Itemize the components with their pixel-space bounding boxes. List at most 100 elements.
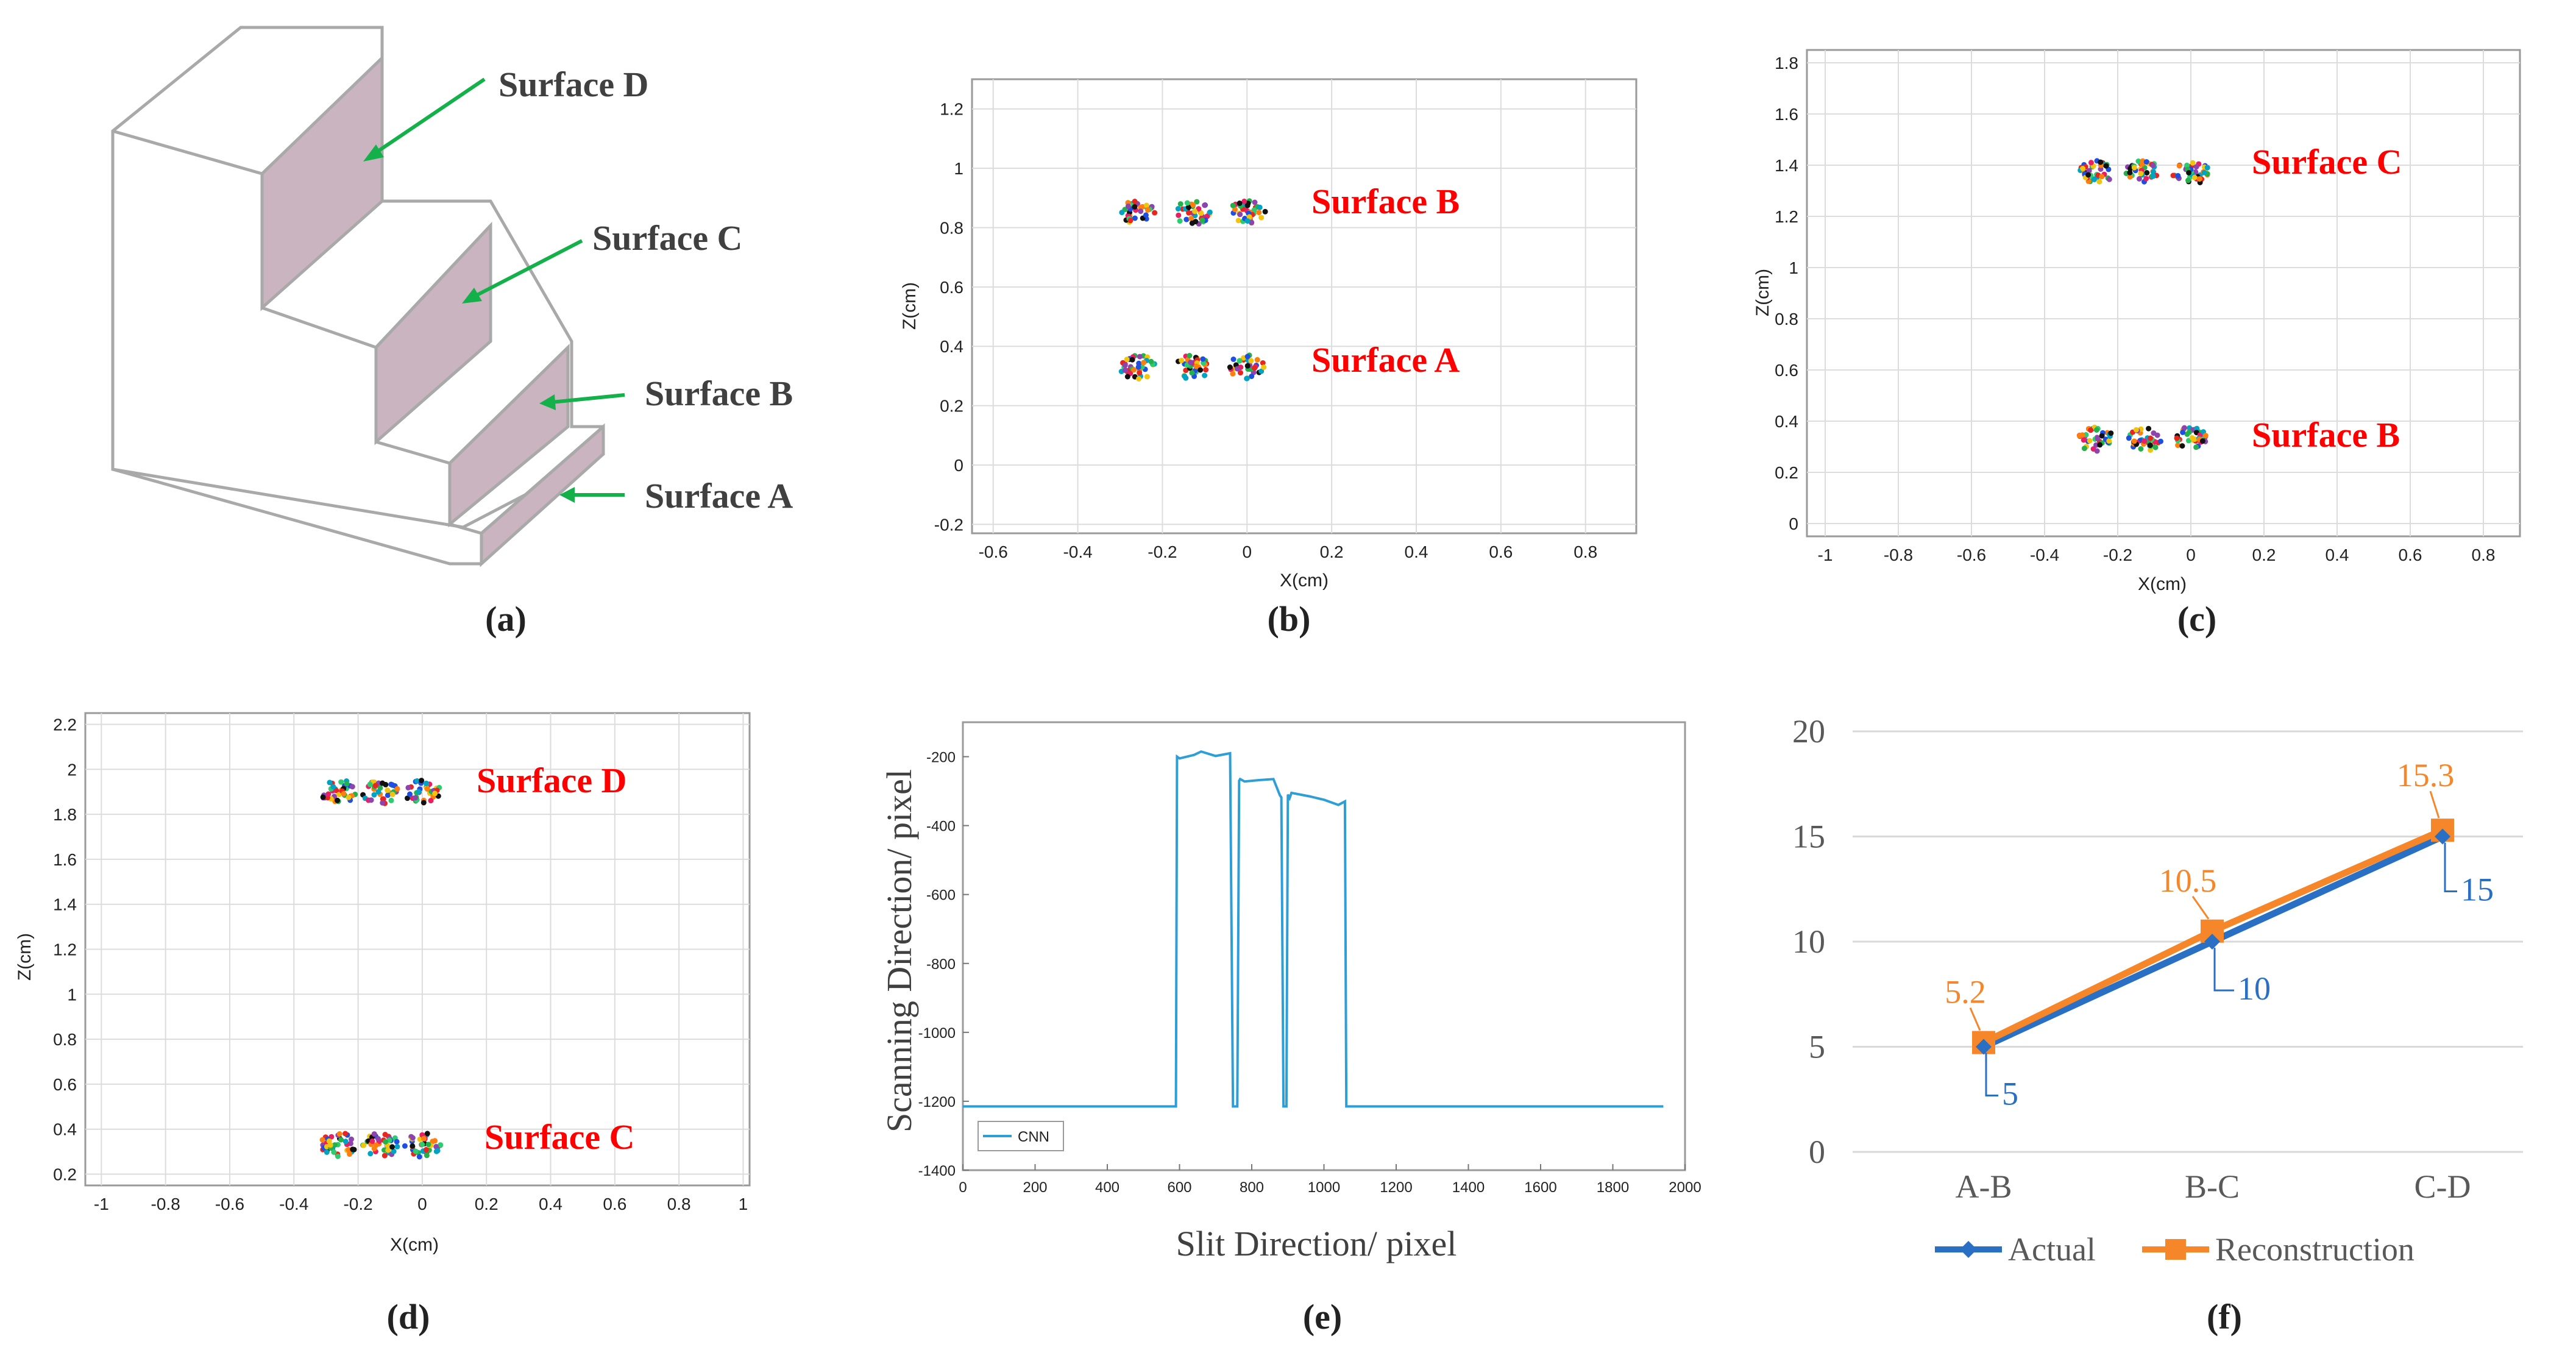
data-point — [367, 781, 373, 787]
y-tick-label: 1.2 — [940, 100, 963, 119]
data-point — [2186, 429, 2192, 435]
data-point — [2126, 435, 2132, 441]
surface-c-face — [374, 221, 492, 446]
x-tick-label: 800 — [1240, 1179, 1264, 1196]
data-point — [1188, 360, 1194, 366]
data-point — [2106, 176, 2112, 182]
data-point — [1237, 201, 1243, 206]
y-tick-label: 1.6 — [1775, 105, 1798, 124]
data-point — [2175, 442, 2181, 449]
x-tick-label: 400 — [1095, 1179, 1119, 1196]
data-point — [2096, 179, 2102, 185]
data-point — [2199, 438, 2205, 444]
x-tick-label: -0.8 — [151, 1195, 180, 1213]
panel-f-line: 0 5 10 15 20 A-B B-C C-D 5 10 15 5.2 10.5 15.3 Actua… — [1792, 713, 2523, 1337]
x-tick-label: 0.6 — [1489, 542, 1513, 561]
actual-data-label: 10 — [2238, 970, 2271, 1007]
data-point — [1244, 363, 1251, 369]
surface-a-face — [480, 423, 605, 567]
y-tick-label: 0.8 — [53, 1030, 77, 1049]
y-tick-label: 1 — [1789, 258, 1798, 277]
y-tick-label: 0.6 — [53, 1075, 77, 1094]
x-tick-label: 0 — [1242, 542, 1252, 561]
data-point — [2131, 438, 2137, 444]
x-tick-label: 0.4 — [2326, 545, 2349, 564]
data-point — [371, 1131, 377, 1137]
y-tick-label: 0.6 — [940, 278, 963, 297]
x-tick-label: -0.4 — [2030, 545, 2059, 564]
x-tick-label: 1600 — [1524, 1179, 1556, 1196]
data-point — [419, 1142, 425, 1148]
arrowhead-surface-c — [462, 288, 482, 304]
data-point — [1182, 373, 1188, 379]
legend-label-cnn: CNN — [1018, 1129, 1049, 1145]
data-point — [410, 1135, 416, 1141]
plot-area-b — [971, 78, 1637, 535]
data-point — [375, 1135, 381, 1142]
caption-b: (b) — [1268, 599, 1311, 639]
data-point — [2146, 425, 2152, 432]
actual-marker — [2435, 828, 2450, 845]
x-tick-label: 0.6 — [2399, 545, 2422, 564]
y-tick-label: 0.8 — [940, 218, 963, 237]
legend-marker-actual — [1960, 1241, 1977, 1258]
data-point — [1183, 368, 1189, 374]
y-tick-label: -200 — [926, 750, 956, 766]
data-point — [1136, 376, 1142, 382]
data-point — [335, 1153, 341, 1159]
ticks-d: -1 -0.8 -0.6 -0.4 -0.2 0 0.2 0.4 0.6 0.8 1 0.2 0.4 0.… — [53, 715, 748, 1213]
data-point — [341, 790, 347, 797]
y-tick-label: 1.8 — [53, 805, 77, 824]
x-tick-label: 200 — [1023, 1179, 1047, 1196]
data-point — [342, 1131, 349, 1137]
stair-left-edge — [112, 129, 263, 176]
x-tick-label: -1 — [94, 1195, 109, 1213]
y-tick-label: 0.2 — [940, 397, 963, 416]
stair-bottom-edge — [112, 467, 481, 566]
data-point — [1177, 218, 1183, 224]
y-tick-label: 0.2 — [53, 1165, 77, 1184]
data-point — [2193, 164, 2199, 170]
y-tick-label: -0.2 — [934, 515, 963, 534]
data-point — [1207, 209, 1213, 215]
data-point — [1244, 353, 1251, 360]
x-tick-label: 0.4 — [1405, 542, 1428, 561]
data-point — [373, 1142, 379, 1148]
actual-callout-leader — [1985, 1053, 1998, 1096]
x-tick-label: 1200 — [1380, 1179, 1412, 1196]
x-tick-label: -0.8 — [1884, 545, 1913, 564]
data-point — [2106, 438, 2112, 444]
actual-data-label: 15 — [2461, 872, 2494, 908]
data-point — [1143, 212, 1149, 218]
data-point — [2094, 448, 2100, 454]
x-tick-label: 1 — [739, 1195, 748, 1213]
data-point — [327, 780, 333, 786]
x-tick-label: 0.2 — [2252, 545, 2276, 564]
surface-b-face — [448, 344, 570, 528]
data-point — [2086, 168, 2092, 174]
arrow-surface-b — [551, 393, 625, 404]
reconstruction-callout-leader — [2429, 790, 2440, 819]
data-point — [405, 795, 410, 801]
data-point — [1131, 367, 1137, 373]
data-point — [381, 1147, 387, 1153]
data-point — [2150, 173, 2156, 179]
data-point — [1144, 374, 1150, 380]
stair-body — [111, 26, 605, 529]
x-tick-label: 0 — [2186, 545, 2196, 564]
data-point — [1124, 374, 1130, 380]
data-point — [346, 1147, 352, 1153]
data-point — [2175, 172, 2181, 179]
data-point — [2185, 177, 2191, 183]
data-point — [1262, 208, 1268, 215]
grid-c — [1807, 50, 2520, 536]
panel-d-scatter: -1 -0.8 -0.6 -0.4 -0.2 0 0.2 0.4 0.6 0.8 1 0.2 0.4 0.… — [15, 712, 751, 1337]
x-tick-label: -1 — [1818, 545, 1833, 564]
data-point — [410, 1143, 416, 1149]
data-point — [1202, 202, 1208, 208]
y-tick-label: 20 — [1792, 713, 1825, 750]
legend-label-reconstruction: Reconstruction — [2215, 1231, 2415, 1268]
y-tick-label: 2 — [67, 760, 77, 779]
data-point — [2143, 159, 2149, 165]
